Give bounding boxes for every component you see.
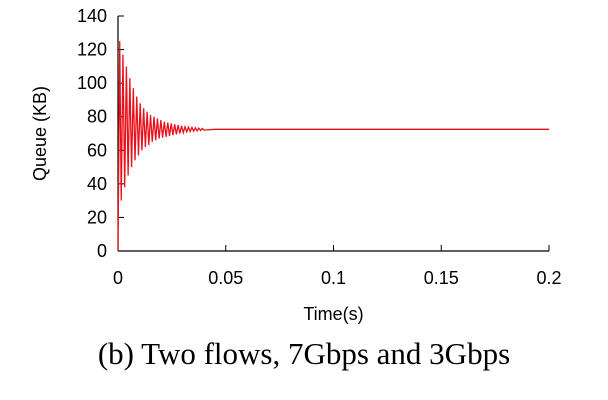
y-tick-label: 120: [77, 40, 107, 60]
y-tick-label: 0: [97, 241, 107, 261]
y-tick-label: 60: [87, 140, 107, 160]
x-tick-label: 0.1: [321, 268, 346, 288]
y-tick-label: 40: [87, 174, 107, 194]
y-tick-label: 80: [87, 107, 107, 127]
x-tick-label: 0.2: [536, 268, 561, 288]
y-axis-title: Queue (KB): [30, 86, 50, 181]
x-axis-ticks: 0 0.05 0.1 0.15 0.2: [113, 245, 562, 288]
figure-caption: (b) Two flows, 7Gbps and 3Gbps: [97, 336, 511, 371]
y-tick-label: 20: [87, 207, 107, 227]
x-axis-title: Time(s): [303, 304, 363, 324]
y-tick-label: 100: [77, 73, 107, 93]
queue-line-chart: 0 20 40 60 80 100 120 140 0 0.05 0.1 0.15 0.2 Time(…: [30, 6, 562, 324]
y-tick-label: 140: [77, 6, 107, 26]
x-tick-label: 0: [113, 268, 123, 288]
y-axis-ticks: 0 20 40 60 80 100 120 140: [77, 6, 124, 261]
series-line: [117, 41, 549, 252]
x-tick-label: 0.05: [208, 268, 243, 288]
x-tick-label: 0.15: [424, 268, 459, 288]
